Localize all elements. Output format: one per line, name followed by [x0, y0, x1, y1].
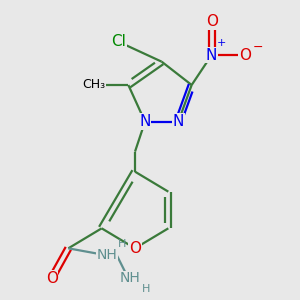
Text: O: O	[46, 271, 58, 286]
Text: O: O	[239, 47, 251, 62]
Text: NH: NH	[120, 271, 140, 285]
Text: N: N	[139, 114, 151, 129]
Text: H: H	[118, 239, 127, 249]
Text: +: +	[216, 38, 226, 48]
Text: N: N	[206, 47, 218, 62]
Text: NH: NH	[96, 248, 117, 262]
Text: O: O	[206, 14, 218, 29]
Text: H: H	[142, 284, 150, 294]
Text: O: O	[129, 241, 141, 256]
Text: −: −	[252, 41, 263, 54]
Text: N: N	[172, 114, 184, 129]
Text: CH₃: CH₃	[82, 79, 105, 92]
Text: Cl: Cl	[111, 34, 126, 49]
